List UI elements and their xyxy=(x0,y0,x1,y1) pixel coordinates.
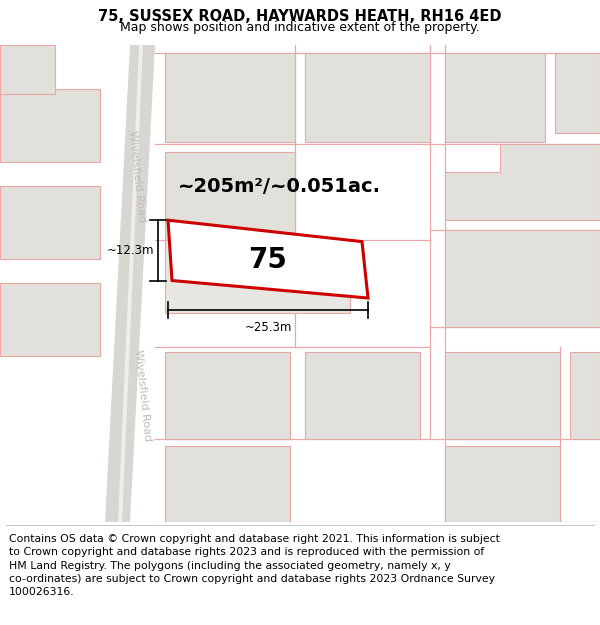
Polygon shape xyxy=(0,284,100,356)
Polygon shape xyxy=(445,446,560,522)
Text: Contains OS data © Crown copyright and database right 2021. This information is : Contains OS data © Crown copyright and d… xyxy=(9,534,500,597)
Text: ~12.3m: ~12.3m xyxy=(107,244,154,257)
Polygon shape xyxy=(445,230,600,328)
Text: ~25.3m: ~25.3m xyxy=(244,321,292,334)
Text: ~205m²/~0.051ac.: ~205m²/~0.051ac. xyxy=(178,177,381,196)
Polygon shape xyxy=(445,351,560,439)
Polygon shape xyxy=(165,52,295,142)
Polygon shape xyxy=(305,351,420,439)
Text: Map shows position and indicative extent of the property.: Map shows position and indicative extent… xyxy=(120,21,480,34)
Polygon shape xyxy=(0,186,100,259)
Polygon shape xyxy=(0,45,55,94)
Polygon shape xyxy=(105,45,155,522)
Polygon shape xyxy=(305,52,430,142)
Text: Wivelsfield Road: Wivelsfield Road xyxy=(133,349,153,442)
Text: 75, SUSSEX ROAD, HAYWARDS HEATH, RH16 4ED: 75, SUSSEX ROAD, HAYWARDS HEATH, RH16 4E… xyxy=(98,9,502,24)
Text: 75: 75 xyxy=(248,246,287,274)
Polygon shape xyxy=(555,52,600,132)
Polygon shape xyxy=(570,351,600,439)
Polygon shape xyxy=(168,220,368,298)
Polygon shape xyxy=(445,144,600,220)
Polygon shape xyxy=(165,239,350,312)
Polygon shape xyxy=(165,152,295,239)
Polygon shape xyxy=(118,45,143,522)
Polygon shape xyxy=(445,52,545,142)
Polygon shape xyxy=(165,351,290,439)
Text: Wivelsfield Road: Wivelsfield Road xyxy=(127,130,147,222)
Polygon shape xyxy=(0,89,100,162)
Polygon shape xyxy=(165,446,290,522)
